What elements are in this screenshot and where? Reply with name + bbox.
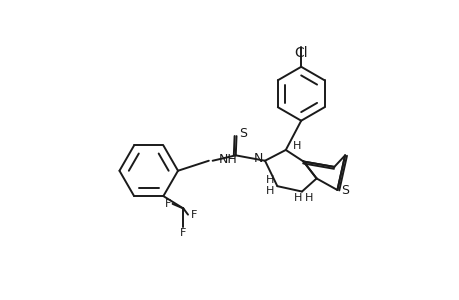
Text: F: F <box>190 210 197 220</box>
Text: Cl: Cl <box>294 46 308 60</box>
Text: H: H <box>292 141 300 151</box>
Text: H: H <box>304 194 313 203</box>
Text: F: F <box>164 199 171 209</box>
Text: NH: NH <box>218 153 237 166</box>
Text: H: H <box>265 175 273 185</box>
Text: F: F <box>180 228 186 238</box>
Text: S: S <box>238 127 246 140</box>
Text: H: H <box>293 194 302 203</box>
Text: H: H <box>265 186 273 196</box>
Text: N: N <box>253 152 262 165</box>
Text: S: S <box>341 184 348 196</box>
